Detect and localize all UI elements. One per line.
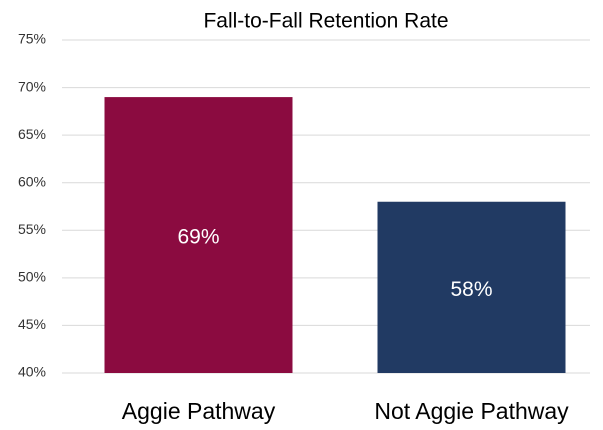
y-tick-label: 50%	[18, 269, 46, 285]
y-tick-label: 75%	[18, 31, 46, 47]
y-tick-label: 45%	[18, 316, 46, 332]
chart-title: Fall-to-Fall Retention Rate	[203, 10, 448, 33]
x-tick-label: Aggie Pathway	[122, 398, 276, 424]
bar	[104, 97, 293, 373]
data-label: 58%	[450, 278, 492, 301]
bar	[377, 201, 566, 373]
y-tick-label: 55%	[18, 221, 46, 237]
y-tick-label: 65%	[18, 126, 46, 142]
x-tick-label: Not Aggie Pathway	[374, 398, 569, 424]
data-label: 69%	[177, 226, 219, 249]
y-tick-label: 60%	[18, 173, 46, 189]
y-tick-label: 40%	[18, 364, 46, 380]
y-tick-label: 70%	[18, 78, 46, 94]
